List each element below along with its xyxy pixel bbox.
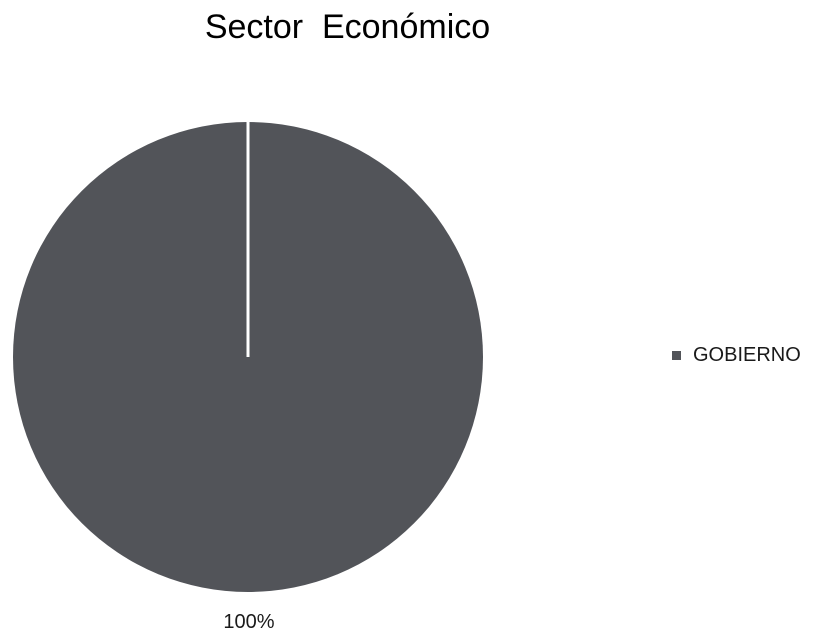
data-label-gobierno: 100% (223, 611, 275, 633)
legend-label-gobierno: GOBIERNO (693, 344, 801, 366)
chart-title: Sector Económico (204, 8, 491, 46)
legend: GOBIERNO (672, 344, 801, 367)
legend-swatch-gobierno (672, 351, 681, 360)
